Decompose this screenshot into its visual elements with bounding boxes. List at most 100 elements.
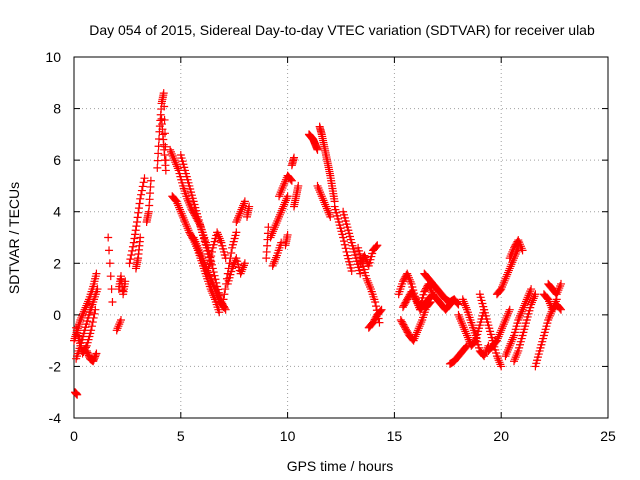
data-point	[504, 345, 513, 354]
data-point	[460, 299, 469, 308]
data-point	[505, 341, 514, 350]
data-point	[231, 256, 240, 265]
y-tick-label: 4	[53, 204, 61, 220]
data-point	[199, 258, 208, 267]
data-point	[207, 252, 216, 261]
data-point	[287, 175, 296, 184]
data-point	[463, 333, 472, 342]
data-point	[507, 260, 516, 269]
data-point	[521, 299, 530, 308]
data-point	[237, 205, 246, 214]
data-point	[270, 223, 279, 232]
data-point	[341, 244, 350, 253]
data-point	[92, 349, 101, 358]
data-point	[313, 181, 322, 190]
data-point	[228, 264, 237, 273]
data-point	[508, 335, 517, 344]
data-point	[283, 230, 292, 239]
data-point	[542, 293, 551, 302]
data-point	[160, 102, 169, 111]
data-point	[198, 254, 207, 263]
data-point	[78, 309, 87, 318]
data-point	[492, 352, 501, 361]
data-point	[204, 264, 213, 273]
data-point	[528, 296, 537, 305]
data-point	[235, 209, 244, 218]
data-point	[278, 183, 287, 192]
data-point	[322, 202, 331, 211]
data-point	[271, 221, 280, 230]
data-point	[531, 290, 540, 299]
data-point	[115, 320, 124, 329]
data-point	[137, 190, 146, 199]
data-point	[193, 243, 202, 252]
data-point	[501, 316, 510, 325]
data-point	[170, 195, 179, 204]
data-point	[454, 300, 463, 309]
data-point	[375, 307, 384, 316]
data-point	[519, 303, 528, 312]
data-point	[505, 254, 514, 263]
data-point	[497, 326, 506, 335]
data-point	[523, 293, 532, 302]
data-point	[493, 334, 502, 343]
data-point	[184, 226, 193, 235]
data-point	[508, 258, 517, 267]
data-point	[496, 328, 505, 337]
data-point	[495, 358, 504, 367]
data-point	[516, 309, 525, 318]
data-point	[509, 256, 518, 265]
data-point	[347, 267, 356, 276]
data-point	[276, 208, 285, 217]
data-point	[266, 233, 275, 242]
data-point	[219, 303, 228, 312]
data-point	[502, 272, 511, 281]
data-point	[76, 316, 85, 325]
data-point	[209, 280, 218, 289]
data-point	[326, 212, 335, 221]
data-point	[137, 186, 146, 195]
data-point	[189, 233, 198, 242]
data-point	[197, 252, 206, 261]
data-point	[277, 186, 286, 195]
data-point	[207, 247, 216, 256]
data-point	[495, 330, 504, 339]
y-tick-label: -4	[49, 410, 62, 426]
data-point	[240, 261, 249, 270]
data-point	[520, 301, 529, 310]
data-point	[515, 313, 524, 322]
data-point	[114, 322, 123, 331]
data-point	[182, 222, 191, 231]
x-axis-label: GPS time / hours	[287, 458, 394, 474]
data-point	[517, 244, 526, 253]
data-point	[234, 211, 243, 220]
data-point	[522, 295, 531, 304]
data-point	[88, 318, 97, 327]
data-point	[81, 343, 90, 352]
data-point	[139, 178, 148, 187]
data-point	[464, 335, 473, 344]
data-point	[213, 291, 222, 300]
data-point	[318, 194, 327, 203]
data-point	[203, 266, 212, 275]
data-point	[236, 207, 245, 216]
data-point	[210, 285, 219, 294]
data-point	[504, 266, 513, 275]
data-point	[453, 299, 462, 308]
data-point	[405, 275, 414, 284]
data-point	[274, 214, 283, 223]
data-point	[236, 269, 245, 278]
data-point	[133, 213, 142, 222]
data-point	[363, 259, 372, 268]
data-point	[214, 293, 223, 302]
data-point	[364, 278, 373, 287]
data-point	[128, 246, 137, 255]
data-point	[494, 356, 503, 365]
data-point	[363, 276, 372, 285]
data-point	[498, 280, 507, 289]
data-point	[214, 232, 223, 241]
data-point	[232, 218, 241, 227]
data-point	[504, 309, 513, 318]
